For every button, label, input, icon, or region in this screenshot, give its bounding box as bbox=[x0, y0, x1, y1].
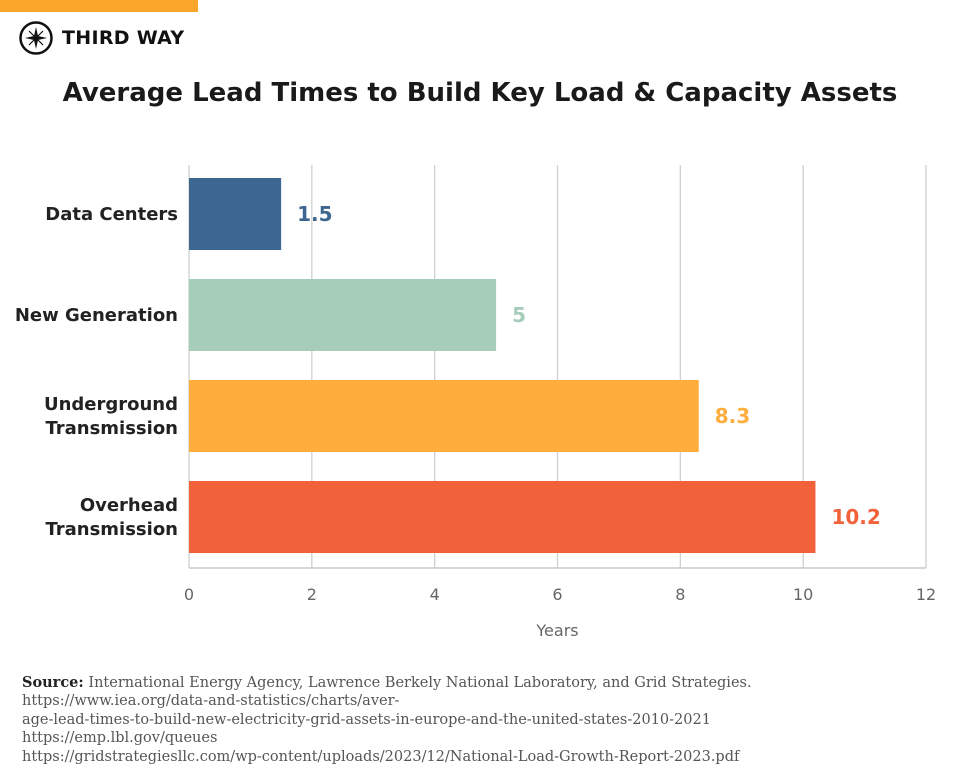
chart-title: Average Lead Times to Build Key Load & C… bbox=[62, 78, 898, 108]
category-label: Transmission bbox=[45, 418, 178, 439]
x-tick-label: 0 bbox=[184, 585, 194, 604]
source-note: Source: International Energy Agency, Law… bbox=[22, 674, 752, 766]
data-label: 5 bbox=[512, 303, 526, 327]
compass-icon bbox=[19, 21, 53, 55]
source-link: https://gridstrategiesllc.com/wp-content… bbox=[22, 748, 740, 765]
logo-text: THIRD WAY bbox=[62, 27, 185, 49]
x-tick-label: 6 bbox=[552, 585, 562, 604]
bar bbox=[189, 481, 816, 553]
source-link: https://www.iea.org/data-and-statistics/… bbox=[22, 693, 400, 710]
source-link: age-lead-times-to-build-new-electricity-… bbox=[22, 711, 711, 728]
bar bbox=[189, 380, 699, 452]
x-tick-label: 4 bbox=[430, 585, 440, 604]
bar bbox=[189, 178, 282, 250]
source-text: International Energy Agency, Lawrence Be… bbox=[88, 675, 752, 691]
data-label: 10.2 bbox=[831, 505, 880, 529]
category-label: Data Centers bbox=[45, 204, 178, 225]
x-tick-label: 2 bbox=[307, 585, 317, 604]
source-label: Source: bbox=[22, 674, 84, 691]
category-label: New Generation bbox=[15, 305, 178, 326]
logo: THIRD WAY bbox=[18, 20, 184, 56]
source-link: https://emp.lbl.gov/queues bbox=[22, 730, 218, 747]
category-label: Underground bbox=[44, 394, 178, 415]
data-label: 8.3 bbox=[715, 404, 750, 428]
data-label: 1.5 bbox=[297, 202, 332, 226]
x-tick-label: 12 bbox=[916, 585, 936, 604]
x-tick-label: 10 bbox=[793, 585, 813, 604]
x-tick-label: 8 bbox=[675, 585, 685, 604]
x-axis-label: Years bbox=[535, 621, 578, 640]
category-label: Overhead bbox=[80, 495, 178, 516]
bar bbox=[189, 279, 497, 351]
accent-bar bbox=[0, 0, 198, 12]
category-label: Transmission bbox=[45, 519, 178, 540]
